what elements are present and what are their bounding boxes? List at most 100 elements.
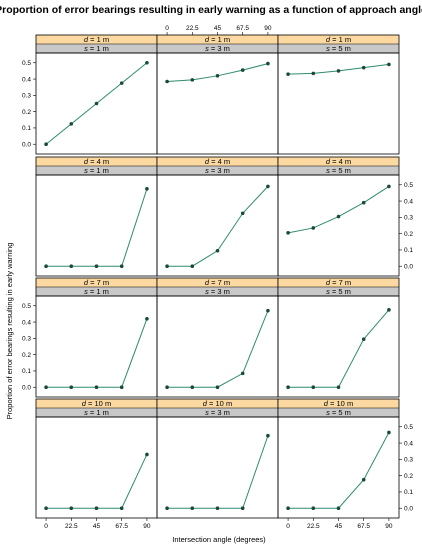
strip-s-value: = 5 m — [330, 166, 351, 175]
y-tick-label: 0.2 — [22, 352, 31, 359]
data-point — [165, 79, 169, 84]
strip-d-var: d — [84, 157, 89, 166]
plot-frame — [277, 174, 400, 277]
series-line — [167, 186, 269, 267]
panel: d = 7 ms = 1 m 0.0 0.1 0.2 0.3 0.4 0.5 — [22, 277, 158, 398]
strip-d-value: = 7 m — [209, 278, 230, 287]
strip-s — [36, 408, 157, 417]
data-point — [94, 385, 99, 390]
data-point — [165, 264, 169, 269]
data-point — [69, 506, 74, 511]
data-point — [145, 452, 149, 457]
strip-s — [36, 166, 157, 175]
y-tick-label: 0.4 — [404, 440, 413, 447]
panel: d = 4 ms = 5 m 0.0 0.1 0.2 0.3 0.4 0.5 — [277, 156, 413, 277]
strip-s-value: = 1 m — [88, 166, 109, 175]
y-tick-label: 0.2 — [404, 473, 413, 480]
strip-d — [36, 35, 157, 44]
data-point — [44, 264, 48, 269]
strip-s-var: s — [205, 44, 209, 53]
data-point — [311, 506, 316, 511]
data-point — [286, 506, 290, 511]
strip-s-label: s = 5 m — [326, 408, 351, 417]
x-tick-label: 22.5 — [65, 523, 78, 530]
y-tick-label: 0.4 — [22, 319, 31, 326]
data-point — [361, 200, 366, 205]
data-point — [361, 337, 366, 341]
strip-d — [278, 157, 399, 166]
strip-d — [157, 35, 278, 44]
series-line — [46, 318, 148, 388]
strip-d-var: d — [205, 35, 210, 44]
x-tick-label: 45 — [335, 523, 343, 530]
panel: d = 10 ms = 5 m 0.0 0.1 0.2 0.3 0.4 0.5 0 22.5 45… — [277, 398, 413, 530]
data-point — [215, 506, 220, 511]
data-point — [215, 74, 220, 78]
strip-s — [278, 287, 399, 296]
strip-d-var: d — [326, 157, 331, 166]
data-point — [240, 371, 245, 376]
strip-s — [157, 166, 278, 175]
y-tick-label: 0.0 — [404, 263, 413, 270]
data-point — [215, 385, 220, 390]
data-point — [44, 142, 48, 147]
strip-d — [36, 399, 157, 408]
strip-d-var: d — [203, 399, 208, 408]
strip-s-value: = 3 m — [209, 287, 230, 296]
data-point — [190, 385, 195, 390]
strip-s-value: = 1 m — [88, 408, 109, 417]
panel: d = 4 ms = 1 m — [35, 156, 158, 277]
strip-s-var: s — [326, 408, 330, 417]
panel: d = 7 ms = 3 m — [156, 277, 279, 398]
y-tick-label: 0.1 — [404, 489, 413, 496]
data-point — [190, 506, 195, 511]
strip-d-value: = 1 m — [330, 35, 351, 44]
x-tick-label: 67.5 — [357, 523, 370, 530]
strip-s-var: s — [205, 166, 209, 175]
panel: d = 7 ms = 5 m — [277, 277, 400, 398]
y-tick-label: 0.4 — [22, 76, 31, 83]
data-point — [336, 506, 341, 511]
data-point — [286, 72, 290, 76]
x-tick-label: 67.5 — [115, 523, 128, 530]
strip-d-label: d = 7 m — [326, 278, 351, 287]
data-point — [387, 430, 391, 435]
strip-s-label: s = 1 m — [84, 287, 109, 296]
plot-frame — [277, 295, 400, 398]
y-tick-label: 0.3 — [22, 93, 31, 100]
strip-s-label: s = 3 m — [205, 166, 230, 175]
series-line — [287, 185, 390, 234]
strip-s-value: = 5 m — [330, 44, 351, 53]
series-line — [167, 435, 269, 509]
strip-d-value: = 10 m — [328, 399, 353, 408]
data-point — [311, 71, 316, 76]
x-tick-label: 45 — [214, 25, 222, 32]
data-point — [266, 308, 270, 313]
data-point — [361, 65, 366, 70]
strip-d — [36, 278, 157, 287]
data-point — [69, 122, 74, 126]
y-axis-label: Proportion of error bearings resulting i… — [5, 243, 14, 420]
plot-frame — [35, 295, 158, 398]
data-point — [266, 433, 270, 438]
strip-d-label: d = 7 m — [205, 278, 230, 287]
strip-d-value: = 4 m — [330, 157, 351, 166]
y-tick-label: 0.3 — [404, 215, 413, 222]
y-tick-label: 0.1 — [22, 125, 31, 132]
data-point — [240, 506, 245, 511]
strip-d — [157, 278, 278, 287]
data-point — [266, 184, 270, 189]
strip-d-var: d — [82, 399, 87, 408]
x-tick-label: 90 — [264, 25, 272, 32]
strip-s-value: = 3 m — [209, 44, 230, 53]
data-point — [94, 264, 99, 269]
strip-s-value: = 3 m — [209, 408, 230, 417]
strip-d-var: d — [205, 278, 210, 287]
strip-s-label: s = 5 m — [326, 166, 351, 175]
strip-s — [157, 408, 278, 417]
strip-s — [36, 287, 157, 296]
x-tick-label: 0 — [286, 523, 290, 530]
strip-s-value: = 5 m — [330, 408, 351, 417]
series-line — [167, 310, 269, 388]
